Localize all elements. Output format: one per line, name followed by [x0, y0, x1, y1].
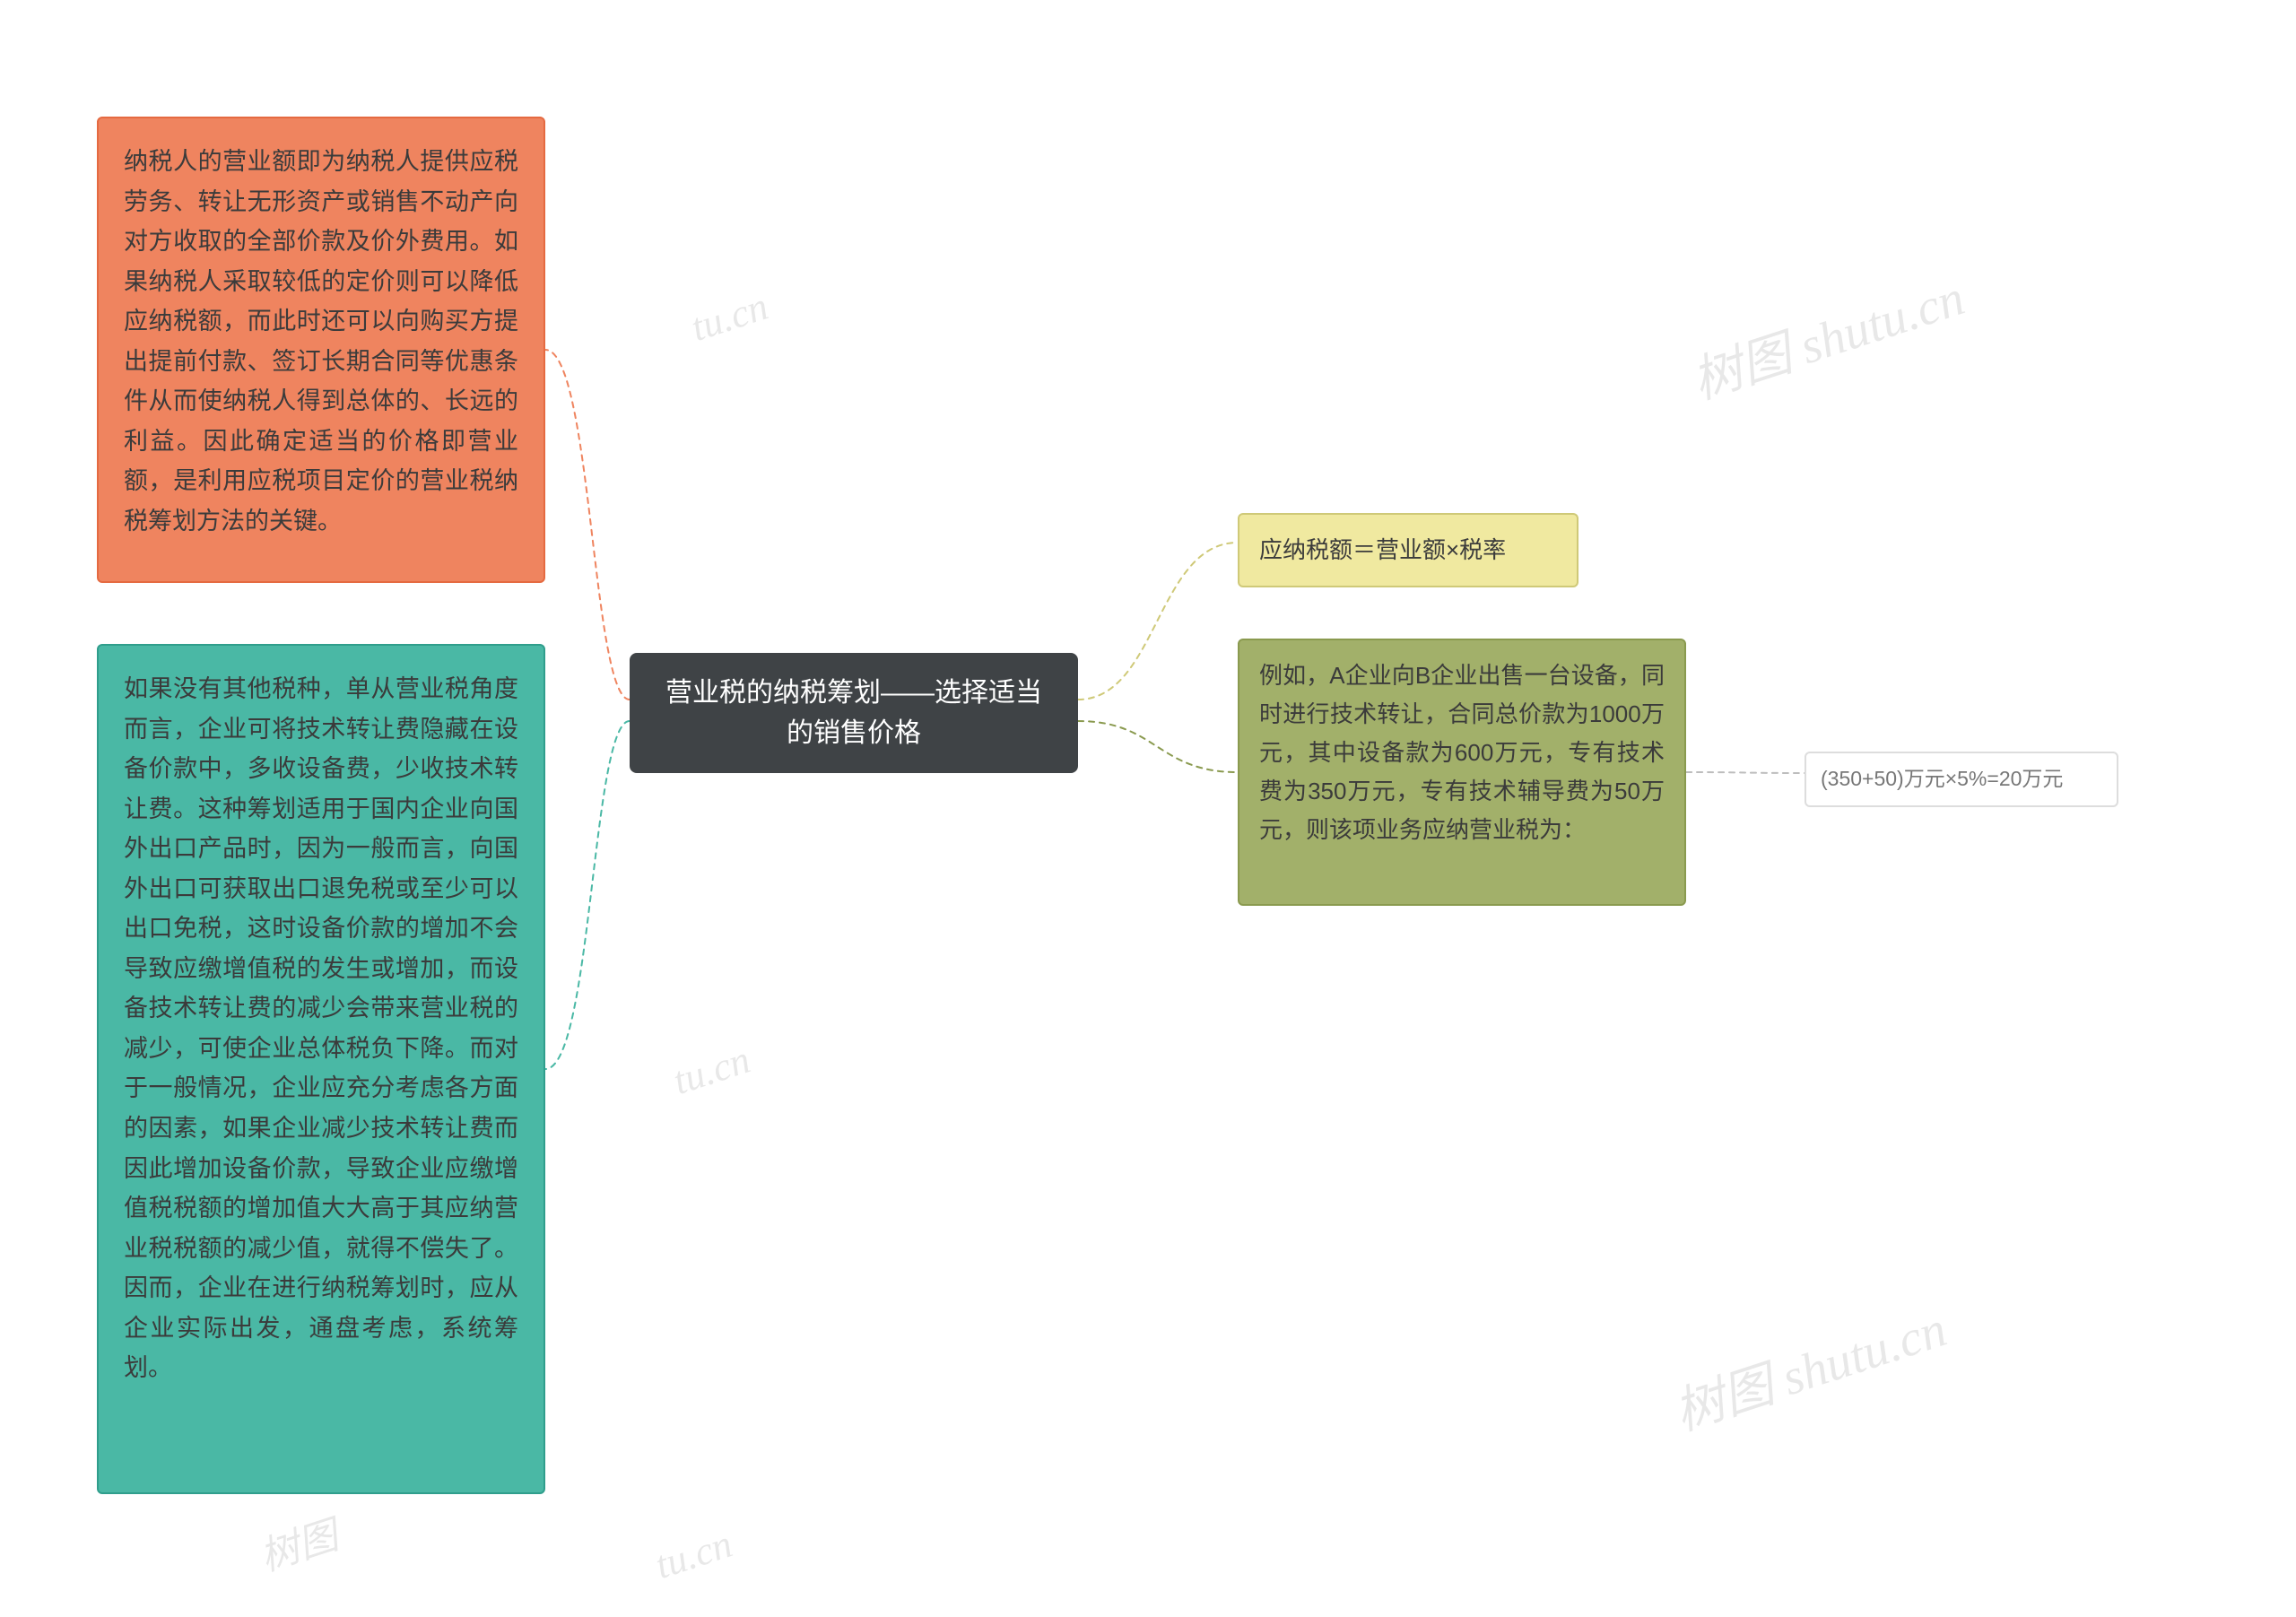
node-calc: (350+50)万元×5%=20万元: [1805, 752, 2118, 807]
node-bottom-left-text: 如果没有其他税种，单从营业税角度而言，企业可将技术转让费隐藏在设备价款中，多收设…: [124, 669, 518, 1388]
node-top-left-text: 纳税人的营业额即为纳税人提供应税劳务、转让无形资产或销售不动产向对方收取的全部价…: [124, 142, 518, 541]
node-formula: 应纳税额＝营业额×税率: [1238, 513, 1578, 587]
node-example: 例如，A企业向B企业出售一台设备，同时进行技术转让，合同总价款为1000万元，其…: [1238, 639, 1686, 906]
node-formula-text: 应纳税额＝营业额×税率: [1259, 531, 1557, 569]
root-node-text: 营业税的纳税筹划——选择适当的销售价格: [657, 673, 1051, 753]
node-calc-text: (350+50)万元×5%=20万元: [1821, 762, 2102, 796]
node-example-text: 例如，A企业向B企业出售一台设备，同时进行技术转让，合同总价款为1000万元，其…: [1259, 656, 1665, 848]
node-bottom-left: 如果没有其他税种，单从营业税角度而言，企业可将技术转让费隐藏在设备价款中，多收设…: [97, 644, 545, 1494]
node-top-left: 纳税人的营业额即为纳税人提供应税劳务、转让无形资产或销售不动产向对方收取的全部价…: [97, 117, 545, 583]
root-node: 营业税的纳税筹划——选择适当的销售价格: [630, 653, 1078, 773]
